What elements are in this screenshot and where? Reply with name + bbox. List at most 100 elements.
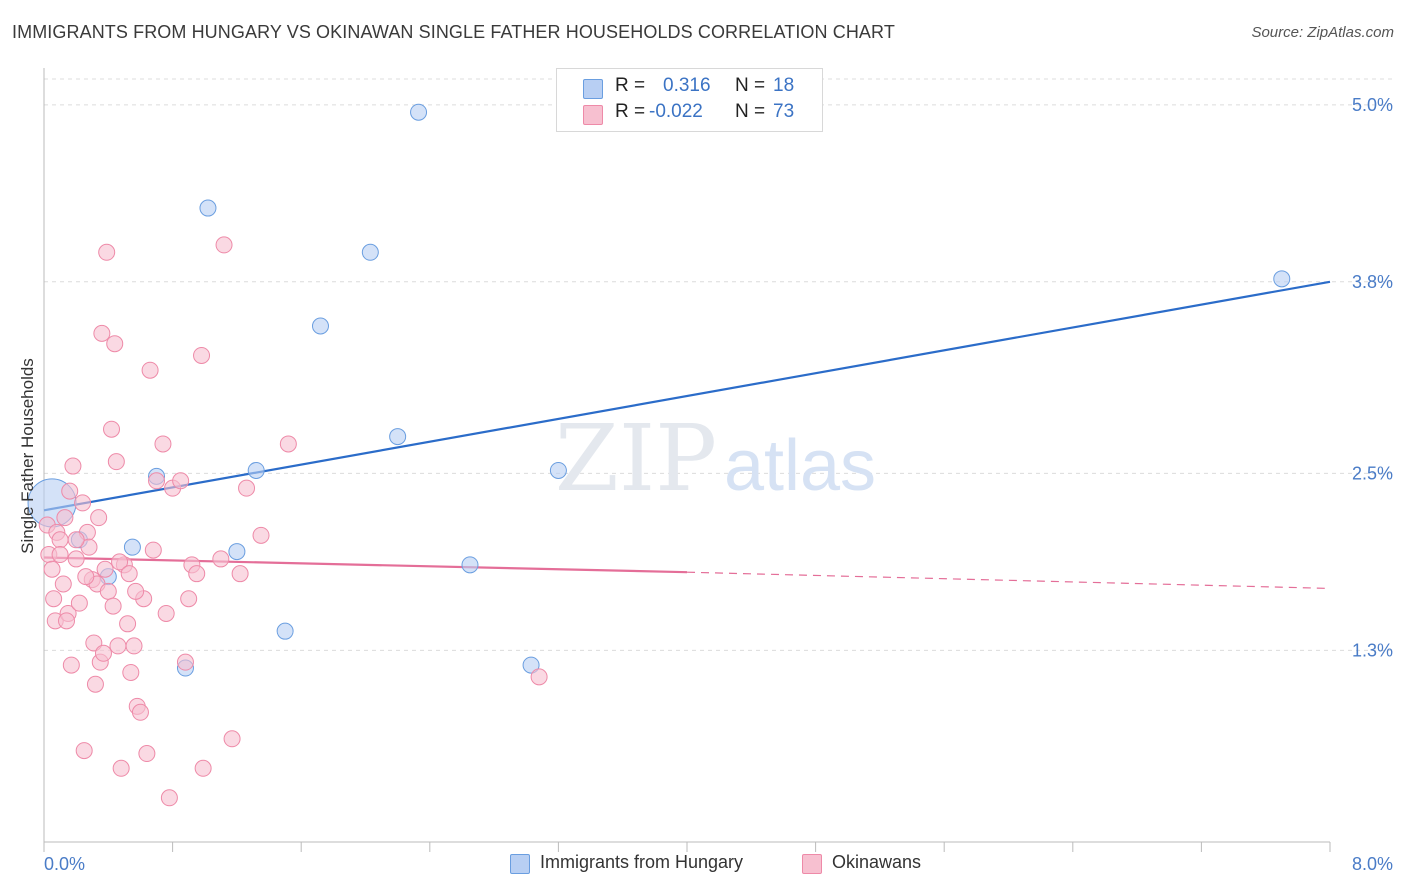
point-okinawans: [103, 420, 121, 438]
point-hungary: [461, 556, 479, 574]
point-okinawans: [64, 457, 82, 475]
source-label: Source: ZipAtlas.com: [1251, 24, 1394, 41]
point-okinawans: [98, 243, 116, 261]
point-hungary: [311, 317, 329, 335]
point-hungary: [247, 461, 265, 479]
point-okinawans: [80, 538, 98, 556]
swatch-okinawans: [583, 105, 603, 125]
point-okinawans: [45, 590, 63, 608]
stats-legend: R = 0.316 N = 18 R = -0.022 N = 73: [556, 68, 823, 132]
point-okinawans: [67, 550, 85, 568]
point-okinawans: [111, 553, 129, 571]
point-hungary: [276, 622, 294, 640]
point-okinawans: [67, 531, 85, 549]
y-axis-label: Single Father Households: [18, 358, 37, 554]
point-okinawans: [62, 656, 80, 674]
point-okinawans: [112, 759, 130, 777]
n-label: N =: [735, 75, 766, 96]
legend-swatch-okinawans: [802, 854, 822, 874]
point-okinawans: [77, 568, 95, 586]
point-hungary: [549, 461, 567, 479]
point-okinawans: [252, 526, 270, 544]
axes: [43, 68, 1331, 852]
watermark-zip: ZIP: [555, 405, 717, 512]
point-hungary: [389, 428, 407, 446]
point-hungary: [522, 656, 540, 674]
point-hungary: [199, 199, 217, 217]
point-okinawans: [58, 612, 76, 630]
point-okinawans: [144, 541, 162, 559]
chart-title: IMMIGRANTS FROM HUNGARY VS OKINAWAN SING…: [12, 22, 895, 42]
point-hungary: [123, 538, 141, 556]
point-okinawans: [122, 663, 140, 681]
point-okinawans: [51, 546, 69, 564]
point-okinawans: [61, 482, 79, 500]
point-okinawans: [212, 550, 230, 568]
point-okinawans: [279, 435, 297, 453]
point-okinawans: [43, 560, 61, 578]
point-hungary: [410, 103, 428, 121]
point-okinawans: [51, 531, 69, 549]
point-okinawans: [176, 653, 194, 671]
legend-label-hungary: Immigrants from Hungary: [540, 852, 744, 872]
point-okinawans: [107, 453, 125, 471]
point-hungary: [1273, 270, 1291, 288]
point-okinawans: [120, 565, 138, 583]
r-label: R =: [615, 101, 646, 122]
y-tick-label: 3.8%: [1352, 272, 1393, 292]
legend-swatch-hungary: [510, 854, 530, 874]
y-tick-label: 1.3%: [1352, 640, 1393, 660]
point-okinawans: [131, 703, 149, 721]
y-tick-label: 5.0%: [1352, 95, 1393, 115]
r-label: R =: [615, 75, 646, 96]
point-okinawans: [138, 745, 156, 763]
grid-lines: [44, 78, 1392, 651]
r-value: -0.022: [649, 101, 703, 122]
point-okinawans: [215, 236, 233, 254]
point-okinawans: [86, 675, 104, 693]
r-value: 0.316: [663, 75, 711, 96]
point-okinawans: [157, 604, 175, 622]
n-value: 73: [773, 101, 795, 122]
point-hungary: [361, 243, 379, 261]
y-tick-label: 2.5%: [1352, 463, 1393, 483]
point-okinawans: [75, 742, 93, 760]
point-okinawans: [193, 346, 211, 364]
x-tick-label: 0.0%: [44, 854, 85, 874]
point-okinawans: [530, 668, 548, 686]
swatch-hungary: [583, 79, 603, 99]
point-okinawans: [90, 509, 108, 527]
point-hungary: [228, 543, 246, 561]
legend-label-okinawans: Okinawans: [832, 852, 922, 872]
trend-line-okinawans: [43, 556, 688, 574]
point-okinawans: [141, 361, 159, 379]
point-okinawans: [104, 597, 122, 615]
point-okinawans: [119, 615, 137, 633]
point-okinawans: [109, 637, 127, 655]
point-okinawans: [125, 637, 143, 655]
point-okinawans: [172, 472, 190, 490]
point-okinawans: [106, 335, 124, 353]
point-okinawans: [188, 565, 206, 583]
n-label: N =: [735, 101, 766, 122]
point-okinawans: [99, 582, 117, 600]
point-okinawans: [194, 759, 212, 777]
point-okinawans: [231, 565, 249, 583]
point-okinawans: [54, 575, 72, 593]
x-tick-label: 8.0%: [1352, 854, 1393, 874]
point-okinawans: [180, 590, 198, 608]
point-okinawans: [93, 324, 111, 342]
trend-line-okinawans-extension: [686, 571, 1331, 590]
point-okinawans: [127, 582, 145, 600]
x-tick-labels: 0.0% 8.0%: [44, 854, 1393, 874]
point-okinawans: [74, 494, 92, 512]
point-okinawans: [94, 644, 112, 662]
point-okinawans: [238, 479, 256, 497]
point-okinawans: [223, 730, 241, 748]
point-okinawans: [148, 472, 166, 490]
watermark-atlas: atlas: [724, 426, 876, 506]
point-okinawans: [70, 594, 88, 612]
point-okinawans: [96, 560, 114, 578]
y-tick-labels: 1.3% 2.5% 3.8% 5.0%: [1352, 95, 1393, 660]
